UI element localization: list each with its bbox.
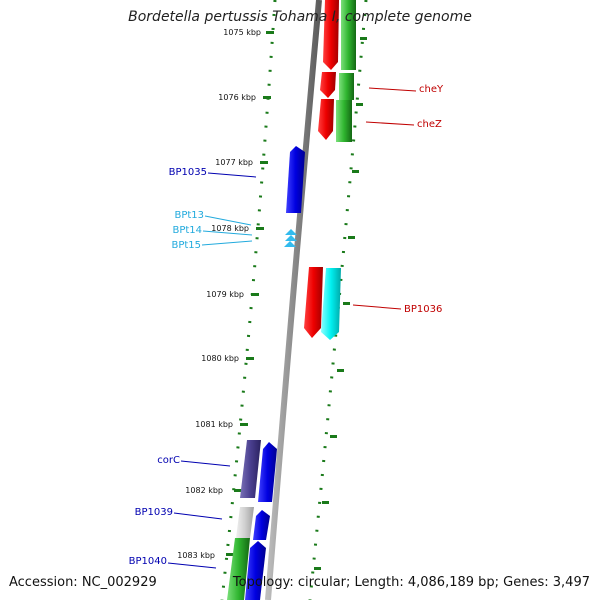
- gene-corC-purple[interactable]: [240, 440, 261, 498]
- map-title: Bordetella pertussis Tohama I, complete …: [128, 9, 472, 25]
- gene-label-group: cheY cheZ BP1035 BPt13 BPt14 BPt15 BP103…: [129, 84, 444, 567]
- tick-1082: [234, 489, 242, 492]
- gene-label-corC[interactable]: corC: [157, 455, 180, 466]
- gene-cheY-red[interactable]: [320, 72, 336, 98]
- tick-1081: [240, 423, 248, 426]
- gene-label-BP1039[interactable]: BP1039: [135, 507, 173, 518]
- tick-1075: [266, 31, 274, 34]
- kbp-scale: 1075 kbp 1076 kbp 1077 kbp 1078 kbp 1079…: [177, 28, 274, 560]
- inner-ring-ticks: [314, 37, 367, 570]
- tick-1077: [260, 161, 268, 164]
- gene-cheY-green[interactable]: [339, 73, 354, 100]
- genome-summary-text: Topology: circular; Length: 4,086,189 bp…: [232, 575, 590, 590]
- tick-label-1077: 1077 kbp: [215, 158, 253, 167]
- gene-BP1039[interactable]: [253, 510, 270, 540]
- tick-1083: [226, 553, 234, 556]
- tick-label-1082: 1082 kbp: [185, 486, 223, 495]
- tick-1079: [251, 293, 259, 296]
- gene-red-top[interactable]: [323, 0, 339, 70]
- gene-label-BPt14[interactable]: BPt14: [172, 225, 202, 236]
- tick-1080: [246, 357, 254, 360]
- gene-BP1036-cyan[interactable]: [321, 268, 341, 340]
- tick-1076: [263, 96, 271, 99]
- gene-cheZ-green[interactable]: [336, 100, 352, 142]
- gene-label-BP1040[interactable]: BP1040: [129, 556, 167, 567]
- gene-corC[interactable]: [258, 442, 277, 502]
- label-leaders: [167, 87, 417, 569]
- gene-green-top[interactable]: [341, 0, 356, 70]
- gene-label-BPt13[interactable]: BPt13: [174, 210, 204, 221]
- gene-BPt13[interactable]: [285, 229, 297, 235]
- gene-BP1036-red[interactable]: [304, 267, 323, 338]
- tick-label-1080: 1080 kbp: [201, 354, 239, 363]
- tick-label-1078: 1078 kbp: [211, 224, 249, 233]
- gene-label-BPt15[interactable]: BPt15: [171, 240, 201, 251]
- genome-backbone: [265, 0, 322, 600]
- gene-cheZ-red[interactable]: [318, 99, 334, 140]
- right-dotted-ring: [308, 0, 368, 600]
- tick-label-1081: 1081 kbp: [195, 420, 233, 429]
- gene-green-bottom[interactable]: [227, 538, 250, 600]
- tick-label-1079: 1079 kbp: [206, 290, 244, 299]
- gene-label-cheY[interactable]: cheY: [419, 84, 444, 95]
- accession-text: Accession: NC_002929: [9, 575, 157, 590]
- tick-label-1083: 1083 kbp: [177, 551, 215, 560]
- tick-label-1076: 1076 kbp: [218, 93, 256, 102]
- gene-label-BP1035[interactable]: BP1035: [169, 167, 207, 178]
- gene-BP1035[interactable]: [286, 146, 305, 213]
- tick-1078: [256, 227, 264, 230]
- gene-label-cheZ[interactable]: cheZ: [417, 119, 442, 130]
- tick-label-1075: 1075 kbp: [223, 28, 261, 37]
- reverse-strand-genes: [227, 146, 305, 600]
- gene-BPt15[interactable]: [284, 241, 296, 247]
- gene-label-BP1036[interactable]: BP1036: [404, 304, 442, 315]
- forward-strand-genes: [304, 0, 356, 340]
- gene-BPt14[interactable]: [285, 235, 297, 241]
- left-dotted-ring: [220, 0, 277, 600]
- gene-gray[interactable]: [236, 507, 254, 538]
- gene-BP1040[interactable]: [245, 541, 266, 600]
